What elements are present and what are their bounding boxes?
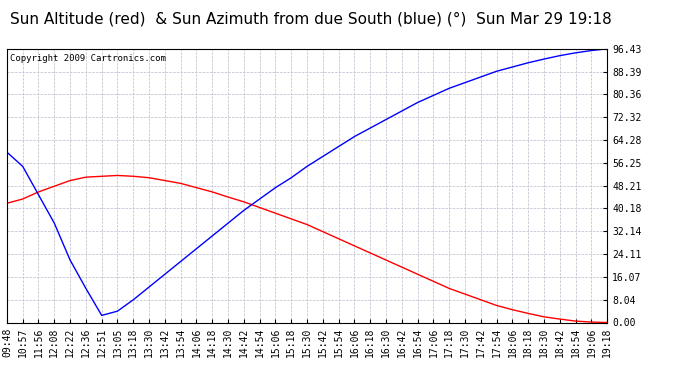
- Text: Sun Altitude (red)  & Sun Azimuth from due South (blue) (°)  Sun Mar 29 19:18: Sun Altitude (red) & Sun Azimuth from du…: [10, 11, 611, 26]
- Text: Copyright 2009 Cartronics.com: Copyright 2009 Cartronics.com: [10, 54, 166, 63]
